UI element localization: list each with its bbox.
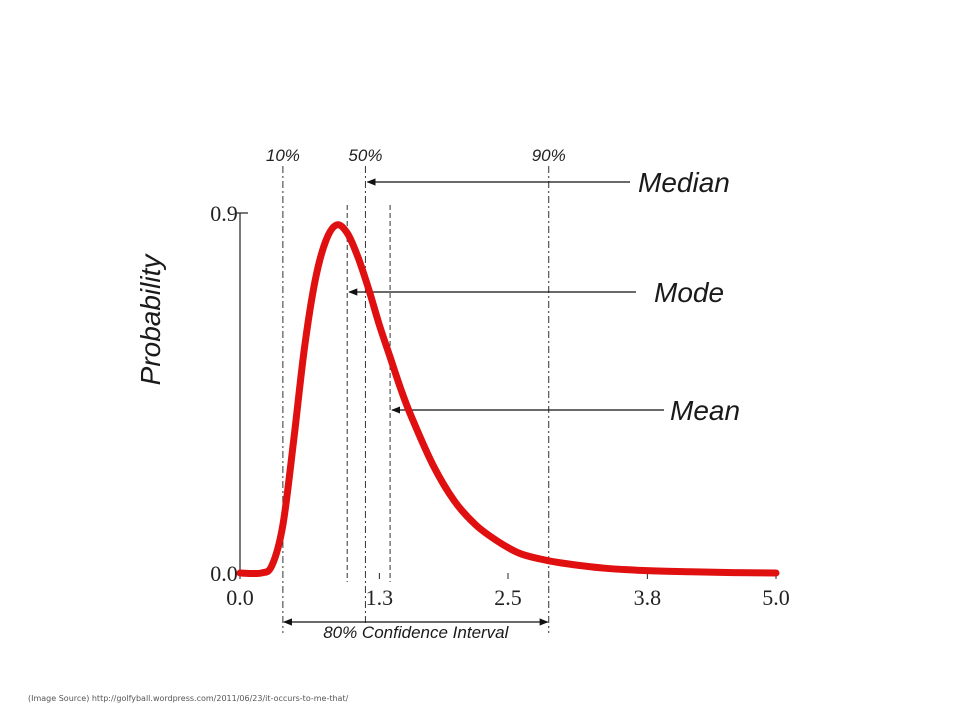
x-tick-label: 1.3 — [366, 585, 394, 610]
y-tick-label: 0.9 — [210, 201, 238, 226]
confidence-interval-label-bg — [305, 624, 526, 642]
median-label: Median — [638, 167, 730, 198]
image-source-footnote: (Image Source) http://golfyball.wordpres… — [28, 694, 349, 703]
percentile-label: 50% — [348, 146, 382, 165]
mode-label: Mode — [654, 277, 724, 308]
percentile-label: 10% — [266, 146, 300, 165]
x-tick-label: 5.0 — [762, 585, 790, 610]
x-tick-label: 3.8 — [634, 585, 662, 610]
distribution-curve — [236, 221, 780, 578]
confidence-interval-label: 80% Confidence Interval — [323, 623, 509, 642]
x-tick-label: 0.0 — [226, 585, 254, 610]
mean-label: Mean — [670, 395, 740, 426]
x-tick-label: 2.5 — [494, 585, 522, 610]
y-axis-label: Probability — [135, 253, 166, 386]
percentile-label: 90% — [532, 146, 566, 165]
y-tick-label: 0.0 — [210, 561, 238, 586]
